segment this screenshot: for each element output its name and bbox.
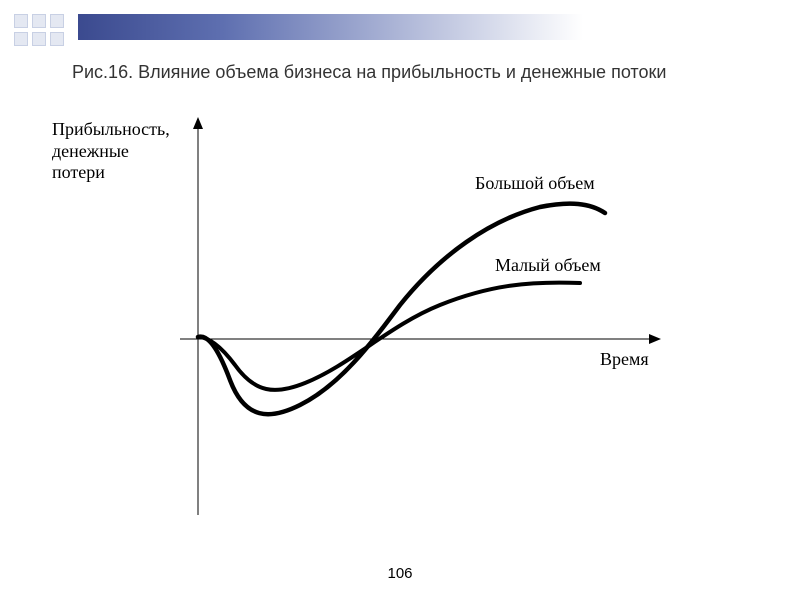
curve-small (198, 283, 580, 390)
slide-decoration (0, 0, 800, 48)
curve-large-label: Большой объем (475, 173, 595, 194)
chart: Прибыльность, денежные потери Большой об… (60, 115, 700, 515)
page-number: 106 (387, 565, 412, 582)
decoration-bar (78, 14, 800, 40)
slide-title: Рис.16. Влияние объема бизнеса на прибыл… (72, 62, 666, 83)
x-axis-label: Время (600, 349, 649, 370)
curve-small-label: Малый объем (495, 255, 601, 276)
chart-svg (60, 115, 700, 515)
curve-large (198, 204, 605, 415)
